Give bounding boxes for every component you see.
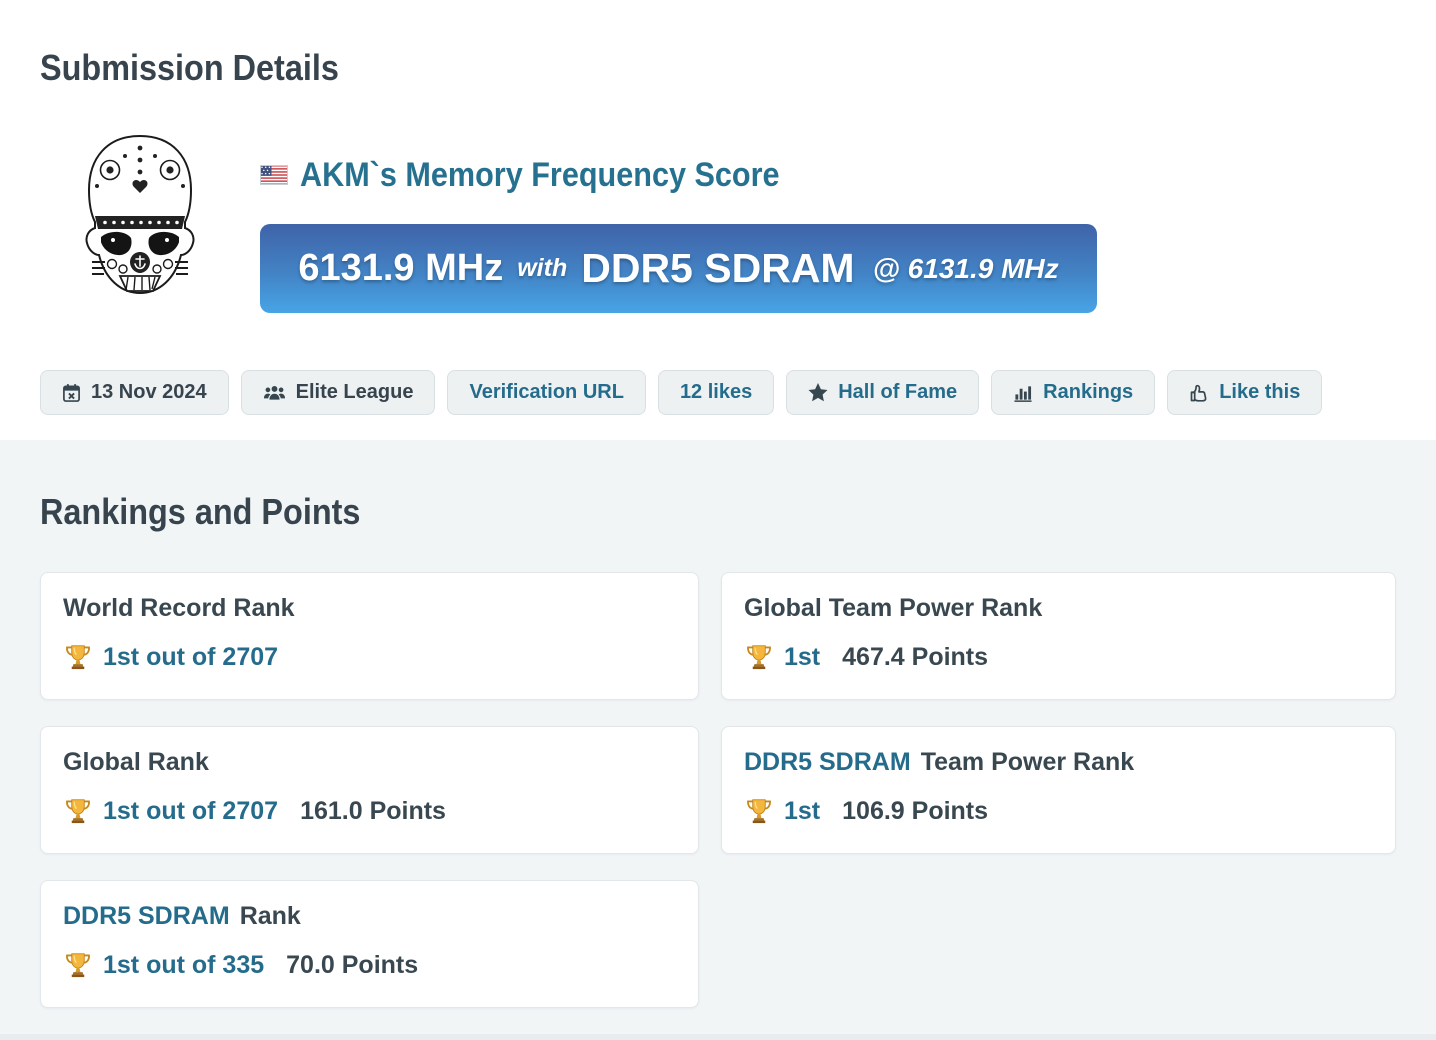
submission-details-section: Submission Details [0,0,1436,440]
hardware-link[interactable]: DDR5 SDRAM [744,748,911,776]
world-record-rank-card: World Record Rank 1st out of 2707 [40,572,699,700]
points-text: 161.0 Points [300,796,446,825]
avatar[interactable] [64,130,216,320]
trophy-icon [744,642,774,672]
users-icon [263,385,286,401]
footer-strip [0,1034,1436,1040]
card-title-text: Global Team Power Rank [744,594,1043,622]
score-banner: 6131.9 MHz with DDR5 SDRAM @ 6131.9 MHz [260,224,1097,313]
us-flag-icon [260,165,288,185]
submission-title-link[interactable]: AKM`s Memory Frequency Score [300,155,780,194]
trophy-icon [63,642,93,672]
points-text: 106.9 Points [842,796,989,825]
rank-row: 1st 106.9 Points [744,795,1373,827]
global-rank-card: Global Rank 1st out of 2707 161.0 Points [40,726,699,854]
points-text: 70.0 Points [286,950,419,979]
rank-link[interactable]: 1st [784,642,821,671]
rank-link[interactable]: 1st out of 2707 [103,642,279,671]
likes-button[interactable]: 12 likes [657,370,775,415]
rankings-grid: World Record Rank 1st out of 2707 Global T… [40,572,1396,1008]
button-label: Rankings [1043,381,1134,403]
verification-url-button[interactable]: Verification URL [447,370,646,415]
score-value: 6131.9 MHz [298,247,504,289]
submission-title-row: AKM`s Memory Frequency Score [260,154,1097,196]
rank-link[interactable]: 1st out of 335 [103,950,265,979]
ddr5-rank-card: DDR5 SDRAM Rank 1st out of 335 70.0 Points [40,880,699,1008]
trophy-icon [63,950,93,980]
like-this-button[interactable]: Like this [1167,370,1323,415]
trophy-icon [63,796,93,826]
card-title: DDR5 SDRAM Rank [63,901,676,931]
rank-row: 1st out of 335 70.0 Points [63,949,676,981]
button-label: 13 Nov 2024 [91,381,207,403]
with-word: with [517,254,568,282]
rank-row: 1st 467.4 Points [744,641,1373,673]
page-title: Submission Details [40,47,339,88]
card-title-text: Team Power Rank [920,748,1135,776]
card-title: Global Team Power Rank [744,593,1373,623]
trophy-icon [744,796,774,826]
points-text: 467.4 Points [842,642,989,671]
global-team-power-rank-card: Global Team Power Rank 1st 467.4 Points [721,572,1396,700]
calendar-icon [62,383,81,403]
league-button[interactable]: Elite League [240,370,436,415]
button-label: Hall of Fame [838,381,958,403]
thumbs-up-icon [1189,383,1209,403]
card-title-text: World Record Rank [63,594,295,622]
button-label: Verification URL [469,381,624,403]
rank-link[interactable]: 1st out of 2707 [103,796,279,825]
button-label: 12 likes [679,381,753,403]
rankings-section: Rankings and Points World Record Rank 1st… [0,440,1436,1040]
card-title: Global Rank [63,747,676,777]
at-clock-value: @ 6131.9 MHz [872,252,1059,284]
rankings-button[interactable]: Rankings [991,370,1156,415]
rank-row: 1st out of 2707 161.0 Points [63,795,676,827]
bar-chart-icon [1013,384,1033,402]
rankings-section-title: Rankings and Points [40,491,361,532]
stormtrooper-skull-avatar [85,134,195,295]
hall-of-fame-button[interactable]: Hall of Fame [786,370,980,415]
star-icon [808,383,828,402]
card-title: World Record Rank [63,593,676,623]
date-button[interactable]: 13 Nov 2024 [40,370,229,415]
button-label: Like this [1219,381,1301,403]
hardware-link[interactable]: DDR5 SDRAM [63,902,230,930]
rank-link[interactable]: 1st [784,796,821,825]
card-title: DDR5 SDRAM Team Power Rank [744,747,1373,777]
meta-buttons-row: 13 Nov 2024 Elite League Verification URL 1… [40,370,1396,415]
profile-row: AKM`s Memory Frequency Score 6131.9 MHz … [40,130,1396,320]
hardware-name: DDR5 SDRAM [581,245,855,291]
button-label: Elite League [295,381,414,403]
card-title-text: Global Rank [63,748,209,776]
card-title-text: Rank [239,902,301,930]
ddr5-team-power-rank-card: DDR5 SDRAM Team Power Rank 1st 106.9 Points [721,726,1396,854]
rank-row: 1st out of 2707 [63,641,676,673]
score-column: AKM`s Memory Frequency Score 6131.9 MHz … [260,130,1097,320]
